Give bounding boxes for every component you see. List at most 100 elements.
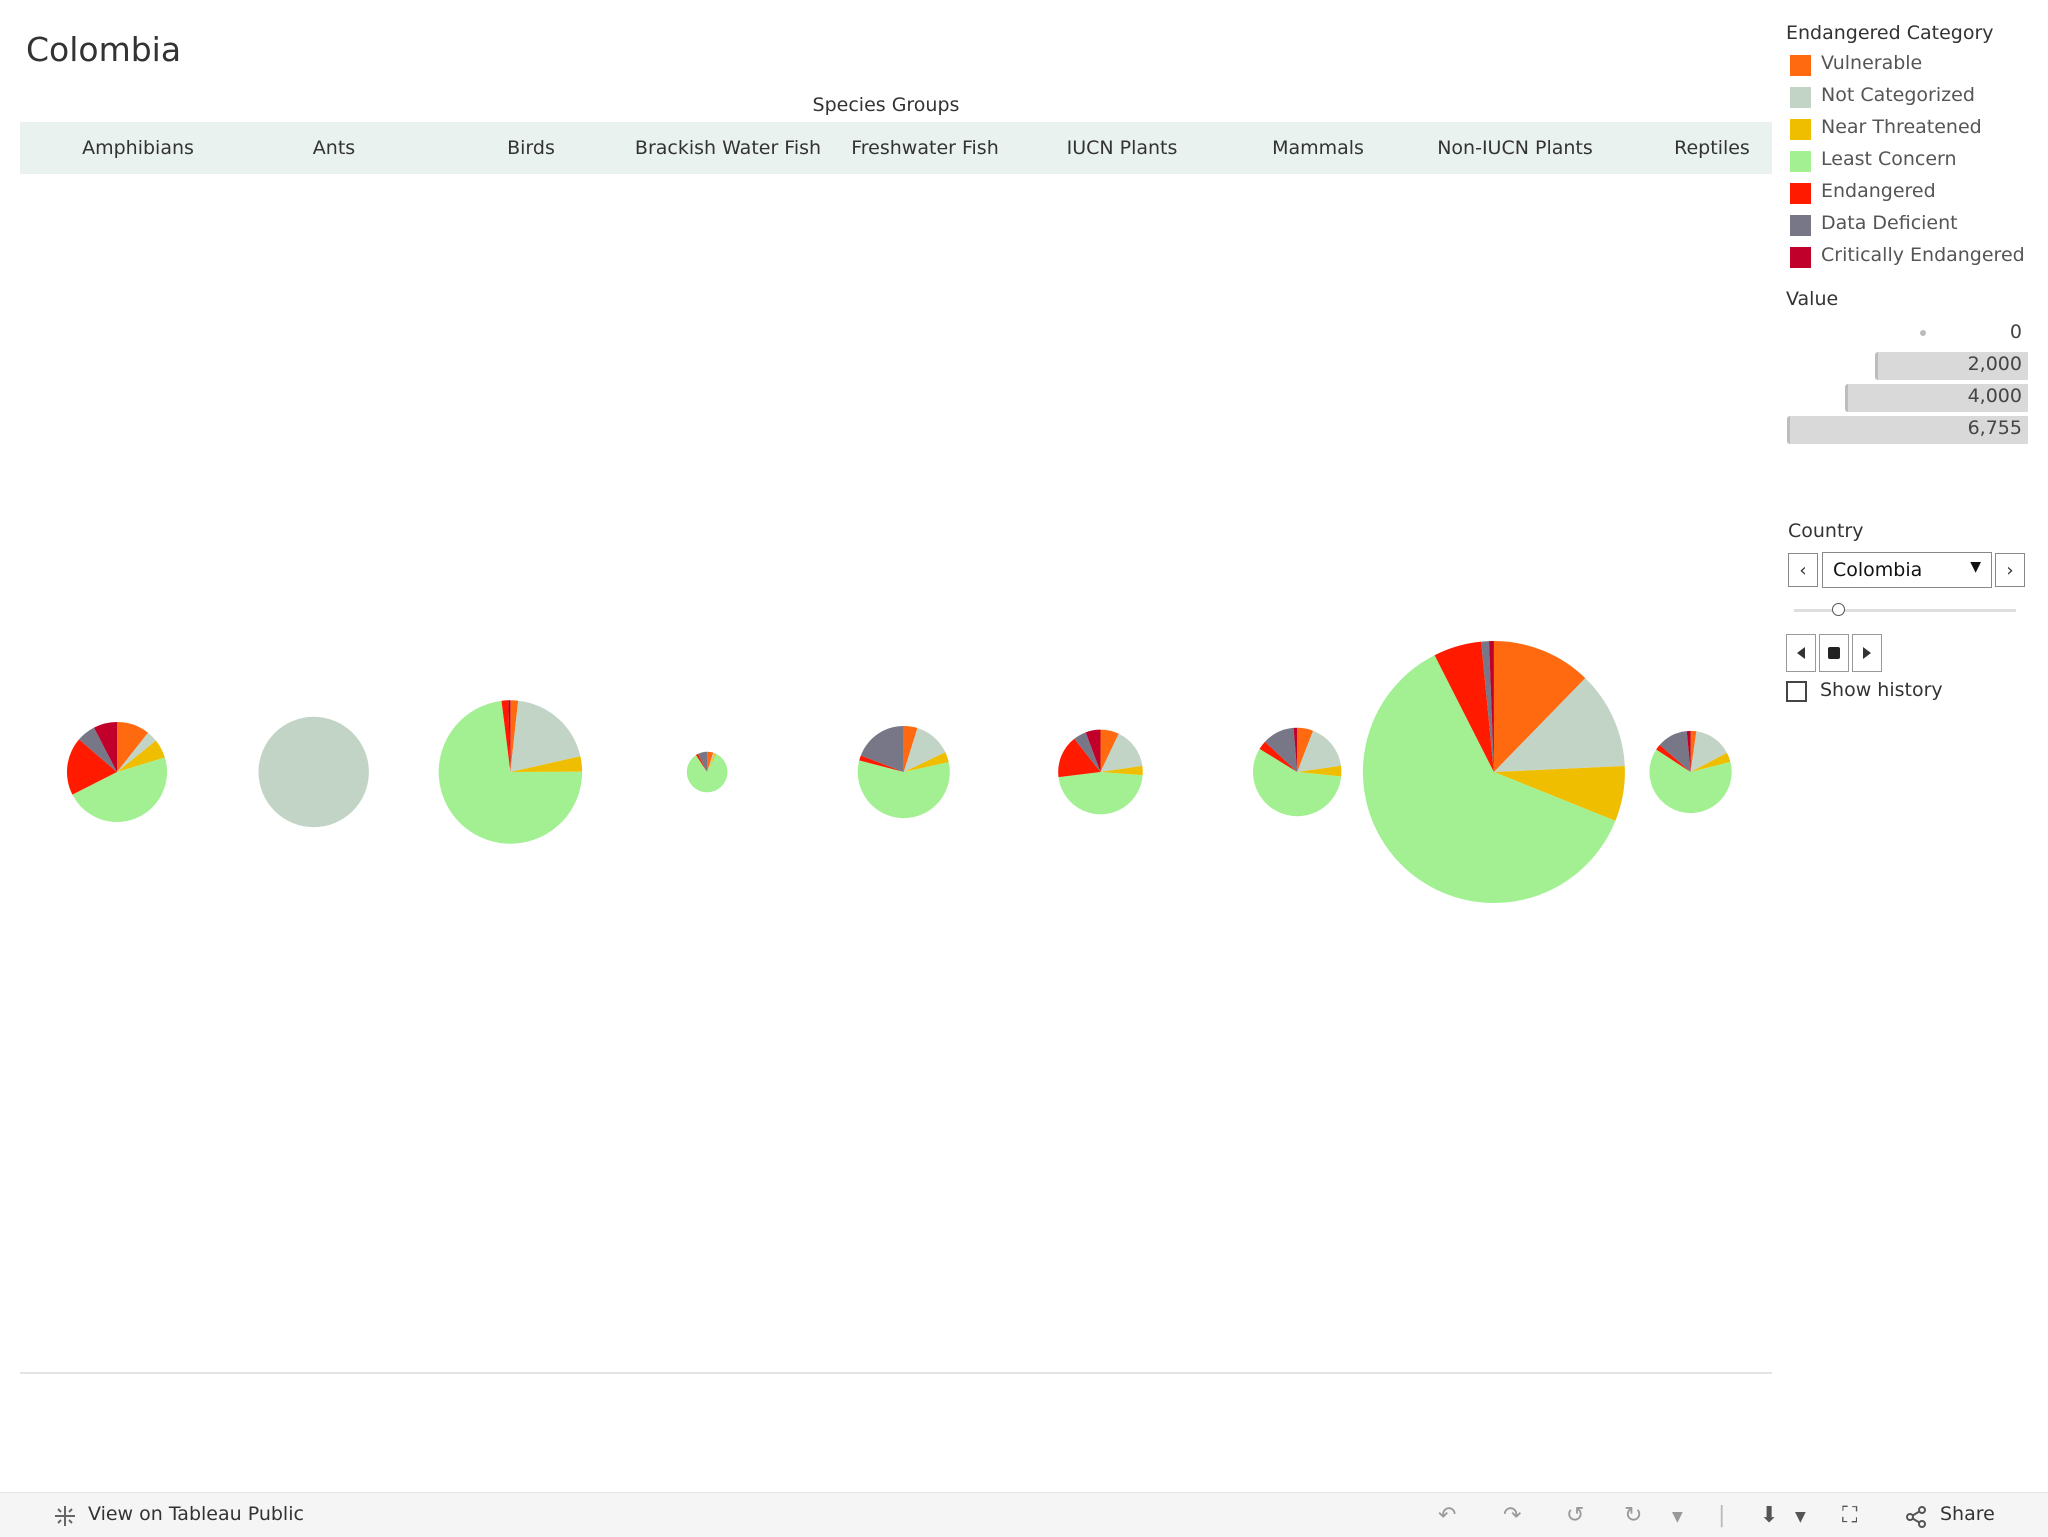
column-label-non-iucn-plants[interactable]: Non-IUCN Plants [1437,137,1593,159]
pie-slice-near-threatened[interactable] [1493,766,1625,821]
pie-slice-not-categorized[interactable] [1690,731,1727,772]
pie-slice-endangered[interactable] [1434,641,1494,772]
pie-slice-data-deficient[interactable] [698,751,708,772]
redo-icon[interactable]: ↷ [1503,1503,1522,1528]
country-next-button[interactable]: › [1995,553,2025,587]
fullscreen-icon[interactable]: ⛶ [1842,1503,1858,1528]
pie-freshwater-fish[interactable] [857,725,950,819]
pie-slice-vulnerable[interactable] [1690,730,1697,772]
country-prev-button[interactable]: ‹ [1788,553,1818,587]
refresh-icon[interactable]: ↻ [1624,1503,1643,1528]
pie-slice-least-concern[interactable] [1252,748,1342,817]
pie-slice-data-deficient[interactable] [1264,727,1298,772]
pie-brackish-water-fish[interactable] [686,751,728,793]
pie-slice-least-concern[interactable] [1362,655,1616,904]
pie-slice-data-deficient[interactable] [1481,641,1494,772]
country-select[interactable]: Colombia ▼ [1822,552,1992,588]
pie-slice-near-threatened[interactable] [1297,765,1342,777]
pie-slice-not-categorized[interactable] [258,716,369,828]
column-label-iucn-plants[interactable]: IUCN Plants [1066,137,1178,159]
column-label-amphibians[interactable]: Amphibians [82,137,194,159]
pie-slice-vulnerable[interactable] [1493,641,1586,772]
revert-icon[interactable]: ↺ [1566,1503,1585,1528]
pie-slice-data-deficient[interactable] [1074,732,1101,772]
pie-slice-vulnerable[interactable] [707,751,714,772]
tableau-logo-icon [55,1506,75,1526]
pie-slice-endangered[interactable] [1656,744,1691,772]
pie-slice-least-concern[interactable] [686,753,728,793]
pie-slice-vulnerable[interactable] [903,725,918,772]
column-label-mammals[interactable]: Mammals [1272,137,1364,159]
pie-slice-least-concern[interactable] [1058,772,1143,815]
pie-slice-least-concern[interactable] [857,760,950,819]
pie-slice-endangered[interactable] [501,700,511,772]
legend-label: Endangered [1821,180,1936,202]
pie-slice-endangered[interactable] [1259,741,1298,772]
download-icon[interactable]: ⬇ [1760,1503,1779,1528]
play-back-button[interactable] [1786,634,1816,672]
pie-slice-critically-endangered[interactable] [508,700,511,772]
pie-slice-not-categorized[interactable] [117,732,156,772]
column-axis-title: Species Groups [812,94,960,116]
pie-slice-critically-endangered[interactable] [1085,729,1101,772]
pie-slice-near-threatened[interactable] [1100,765,1143,776]
pie-slice-not-categorized[interactable] [1493,678,1625,772]
share-button-label[interactable]: Share [1940,1503,1995,1525]
pie-amphibians[interactable] [66,721,168,823]
pie-slice-endangered[interactable] [695,753,708,772]
pie-ants[interactable] [258,716,369,828]
pie-slice-near-threatened[interactable] [1690,752,1731,772]
pie-slice-data-deficient[interactable] [1659,731,1691,772]
pie-slice-vulnerable[interactable] [510,700,519,772]
pie-reptiles[interactable] [1649,730,1732,814]
page-title: Colombia [26,30,182,69]
pie-slice-not-categorized[interactable] [1100,733,1143,772]
pie-slice-vulnerable[interactable] [1297,727,1314,772]
country-slider-track[interactable] [1794,609,2016,612]
pie-slice-near-threatened[interactable] [510,756,583,772]
legend-swatch [1790,215,1811,236]
pie-slice-least-concern[interactable] [1649,749,1732,814]
pie-mammals[interactable] [1252,727,1342,817]
pie-slice-vulnerable[interactable] [1100,729,1119,772]
pie-iucn-plants[interactable] [1058,729,1143,815]
undo-icon[interactable]: ↶ [1438,1503,1457,1528]
pie-slice-vulnerable[interactable] [117,721,149,772]
show-history-checkbox[interactable] [1786,681,1807,702]
show-history-label: Show history [1820,679,1943,701]
pie-slice-near-threatened[interactable] [117,740,165,772]
pie-slice-critically-endangered[interactable] [93,721,117,772]
pie-slice-least-concern[interactable] [438,700,583,844]
pie-slice-not-categorized[interactable] [707,752,715,772]
country-slider-thumb[interactable] [1832,603,1845,616]
column-label-brackish-water-fish[interactable]: Brackish Water Fish [634,137,822,159]
pie-slice-not-categorized[interactable] [1297,730,1341,772]
pie-slice-least-concern[interactable] [72,757,168,823]
view-on-tableau-public-link[interactable]: View on Tableau Public [88,1503,304,1525]
pie-slice-endangered[interactable] [66,739,117,795]
pie-slice-endangered[interactable] [1058,738,1101,778]
pie-slice-not-categorized[interactable] [510,700,581,772]
chevron-down-icon[interactable]: ▼ [1672,1509,1683,1525]
pie-slice-critically-endangered[interactable] [1293,727,1298,772]
stop-button[interactable] [1819,634,1849,672]
play-forward-button[interactable] [1852,634,1882,672]
column-label-ants[interactable]: Ants [312,137,356,159]
pie-slice-near-threatened[interactable] [903,752,949,772]
pie-slice-data-deficient[interactable] [79,727,117,772]
pie-slice-endangered[interactable] [859,755,904,772]
column-label-reptiles[interactable]: Reptiles [1674,137,1750,159]
pie-slice-data-deficient[interactable] [860,725,904,772]
pie-birds[interactable] [438,700,583,844]
pie-non-iucn-plants[interactable] [1362,641,1625,904]
column-label-freshwater-fish[interactable]: Freshwater Fish [851,137,999,159]
download-menu-chevron-icon[interactable]: ▼ [1795,1509,1806,1525]
pie-slice-near-threatened[interactable] [707,753,717,772]
pie-slice-not-categorized[interactable] [903,728,946,772]
toolbar-divider: | [1718,1503,1726,1528]
share-icon[interactable] [1904,1505,1928,1529]
legend-label: Least Concern [1821,148,1957,170]
pie-slice-critically-endangered[interactable] [1489,641,1494,772]
column-label-birds[interactable]: Birds [507,137,555,159]
pie-slice-critically-endangered[interactable] [1686,730,1691,772]
